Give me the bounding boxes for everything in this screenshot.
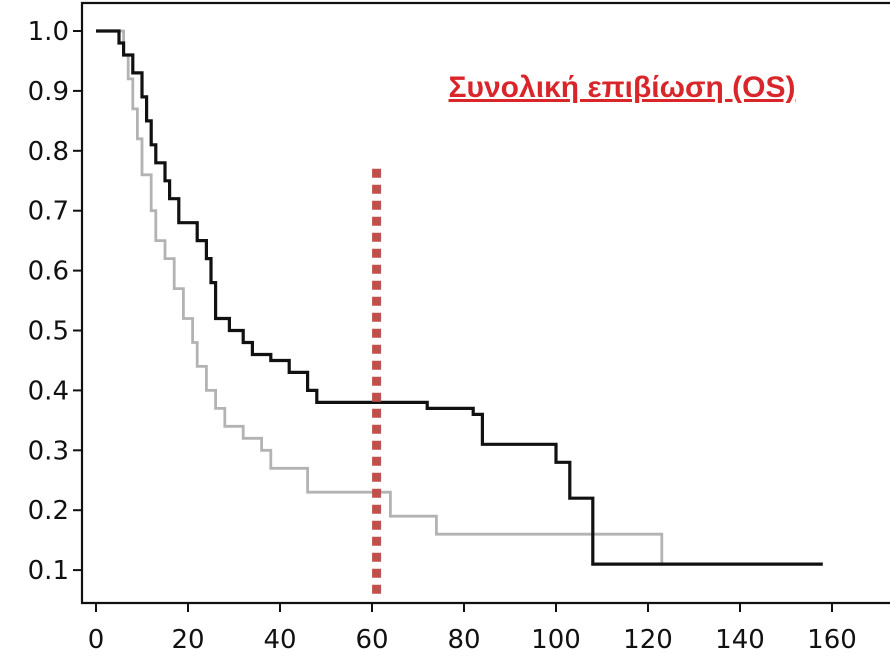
chart-title: Συνολική επιβίωση (OS) bbox=[449, 71, 796, 104]
x-tick-label: 160 bbox=[807, 625, 857, 655]
survival-series-line bbox=[96, 29, 823, 566]
x-tick-label: 20 bbox=[171, 625, 204, 655]
x-tick-label: 40 bbox=[263, 625, 296, 655]
axis-ticks: 0.1 0.2 0.3 0.4 0.5 0.6 0.7 0.8 0.9 1.0 0 20 40 60 80 1… bbox=[28, 17, 857, 655]
x-tick-label: 0 bbox=[88, 625, 105, 655]
y-tick-label: 0.1 bbox=[28, 556, 69, 586]
y-tick-label: 0.9 bbox=[28, 77, 69, 107]
x-tick-label: 60 bbox=[355, 625, 388, 655]
y-tick-label: 0.4 bbox=[28, 376, 69, 406]
series-layer bbox=[96, 29, 823, 566]
axes bbox=[80, 1, 890, 605]
y-tick-label: 0.8 bbox=[28, 137, 69, 167]
plot-frame bbox=[80, 1, 890, 605]
y-tick-label: 0.7 bbox=[28, 197, 69, 227]
y-tick-label: 0.3 bbox=[28, 436, 69, 466]
y-tick-label: 0.2 bbox=[28, 496, 69, 526]
x-tick-label: 140 bbox=[715, 625, 765, 655]
y-tick-label: 0.6 bbox=[28, 257, 69, 287]
y-tick-label: 1.0 bbox=[28, 17, 69, 47]
x-tick-label: 120 bbox=[623, 625, 673, 655]
survival-series-line bbox=[96, 29, 819, 566]
y-tick-label: 0.5 bbox=[28, 317, 69, 347]
x-tick-label: 100 bbox=[531, 625, 581, 655]
x-tick-label: 80 bbox=[447, 625, 480, 655]
